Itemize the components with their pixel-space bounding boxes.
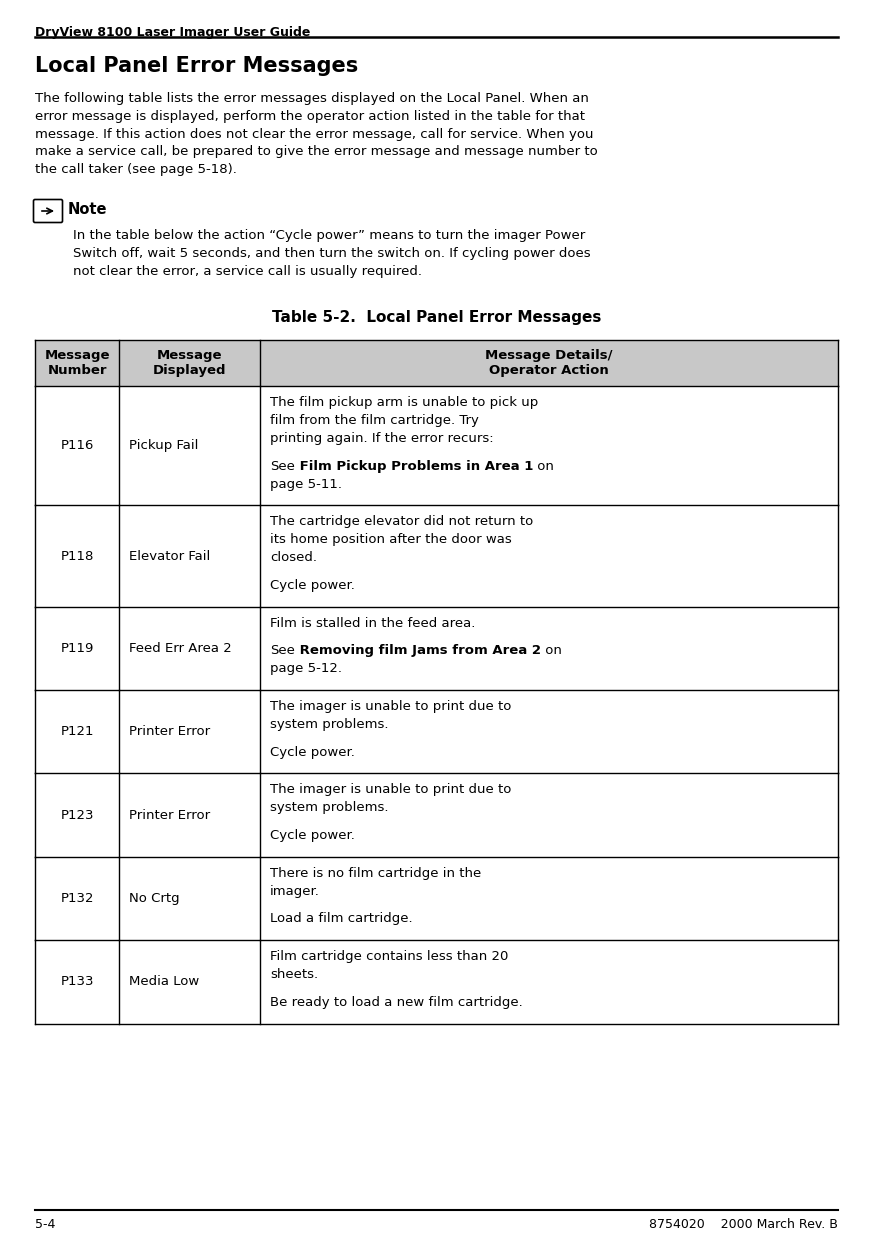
Text: The imager is unable to print due to: The imager is unable to print due to	[270, 700, 512, 713]
Text: Local Panel Error Messages: Local Panel Error Messages	[35, 56, 358, 76]
Text: Printer Error: Printer Error	[129, 725, 210, 739]
Text: 5-4: 5-4	[35, 1218, 55, 1231]
Text: message. If this action does not clear the error message, call for service. When: message. If this action does not clear t…	[35, 127, 594, 141]
Text: Printer Error: Printer Error	[129, 809, 210, 821]
Text: Be ready to load a new film cartridge.: Be ready to load a new film cartridge.	[270, 996, 523, 1008]
Text: Table 5-2.  Local Panel Error Messages: Table 5-2. Local Panel Error Messages	[272, 311, 601, 326]
Text: page 5-12.: page 5-12.	[270, 663, 342, 675]
Text: In the table below the action “Cycle power” means to turn the imager Power: In the table below the action “Cycle pow…	[73, 228, 585, 242]
Text: P133: P133	[60, 976, 94, 988]
Text: not clear the error, a service call is usually required.: not clear the error, a service call is u…	[73, 265, 422, 277]
Bar	[35, 341, 838, 387]
Text: Cycle power.: Cycle power.	[270, 579, 354, 592]
Text: Film cartridge contains less than 20: Film cartridge contains less than 20	[270, 950, 508, 963]
Text: Film Pickup Problems in Area 1: Film Pickup Problems in Area 1	[295, 459, 533, 473]
Text: Message Details/
Operator Action: Message Details/ Operator Action	[485, 349, 613, 377]
Text: The film pickup arm is unable to pick up: The film pickup arm is unable to pick up	[270, 397, 538, 409]
Text: 8754020    2000 March Rev. B: 8754020 2000 March Rev. B	[650, 1218, 838, 1231]
Text: system problems.: system problems.	[270, 718, 388, 731]
Text: closed.: closed.	[270, 552, 317, 564]
Text: on: on	[540, 644, 561, 658]
Text: DryView 8100 Laser Imager User Guide: DryView 8100 Laser Imager User Guide	[35, 26, 311, 39]
Text: Message
Displayed: Message Displayed	[153, 349, 226, 377]
Text: See: See	[270, 459, 295, 473]
Text: No Crtg: No Crtg	[129, 892, 180, 905]
Text: Switch off, wait 5 seconds, and then turn the switch on. If cycling power does: Switch off, wait 5 seconds, and then tur…	[73, 247, 591, 260]
Text: Load a film cartridge.: Load a film cartridge.	[270, 912, 412, 926]
FancyBboxPatch shape	[33, 200, 63, 222]
Text: make a service call, be prepared to give the error message and message number to: make a service call, be prepared to give…	[35, 146, 598, 158]
Text: Removing film Jams from Area 2: Removing film Jams from Area 2	[295, 644, 540, 658]
Text: P121: P121	[60, 725, 94, 739]
Text: The imager is unable to print due to: The imager is unable to print due to	[270, 784, 512, 796]
Text: See: See	[270, 644, 295, 658]
Text: the call taker (see page 5-18).: the call taker (see page 5-18).	[35, 163, 237, 176]
Text: Film is stalled in the feed area.: Film is stalled in the feed area.	[270, 617, 475, 629]
Text: printing again. If the error recurs:: printing again. If the error recurs:	[270, 432, 493, 446]
Text: Elevator Fail: Elevator Fail	[129, 549, 210, 563]
Text: P116: P116	[60, 439, 93, 453]
Text: Media Low: Media Low	[129, 976, 200, 988]
Text: There is no film cartridge in the: There is no film cartridge in the	[270, 867, 481, 880]
Text: imager.: imager.	[270, 885, 320, 897]
Text: Pickup Fail: Pickup Fail	[129, 439, 199, 453]
Text: error message is displayed, perform the operator action listed in the table for : error message is displayed, perform the …	[35, 110, 585, 122]
Text: Cycle power.: Cycle power.	[270, 745, 354, 759]
Text: P132: P132	[60, 892, 94, 905]
Text: P119: P119	[60, 641, 93, 655]
Text: P123: P123	[60, 809, 94, 821]
Text: system problems.: system problems.	[270, 801, 388, 814]
Text: sheets.: sheets.	[270, 968, 318, 981]
Text: Feed Err Area 2: Feed Err Area 2	[129, 641, 232, 655]
Text: its home position after the door was: its home position after the door was	[270, 533, 512, 547]
Text: Note: Note	[68, 202, 107, 217]
Text: The following table lists the error messages displayed on the Local Panel. When : The following table lists the error mess…	[35, 92, 589, 105]
Text: page 5-11.: page 5-11.	[270, 478, 342, 490]
Text: on: on	[533, 459, 554, 473]
Text: film from the film cartridge. Try: film from the film cartridge. Try	[270, 414, 478, 427]
Text: Cycle power.: Cycle power.	[270, 829, 354, 842]
Text: P118: P118	[60, 549, 93, 563]
Text: Message
Number: Message Number	[45, 349, 110, 377]
Text: The cartridge elevator did not return to: The cartridge elevator did not return to	[270, 515, 533, 528]
